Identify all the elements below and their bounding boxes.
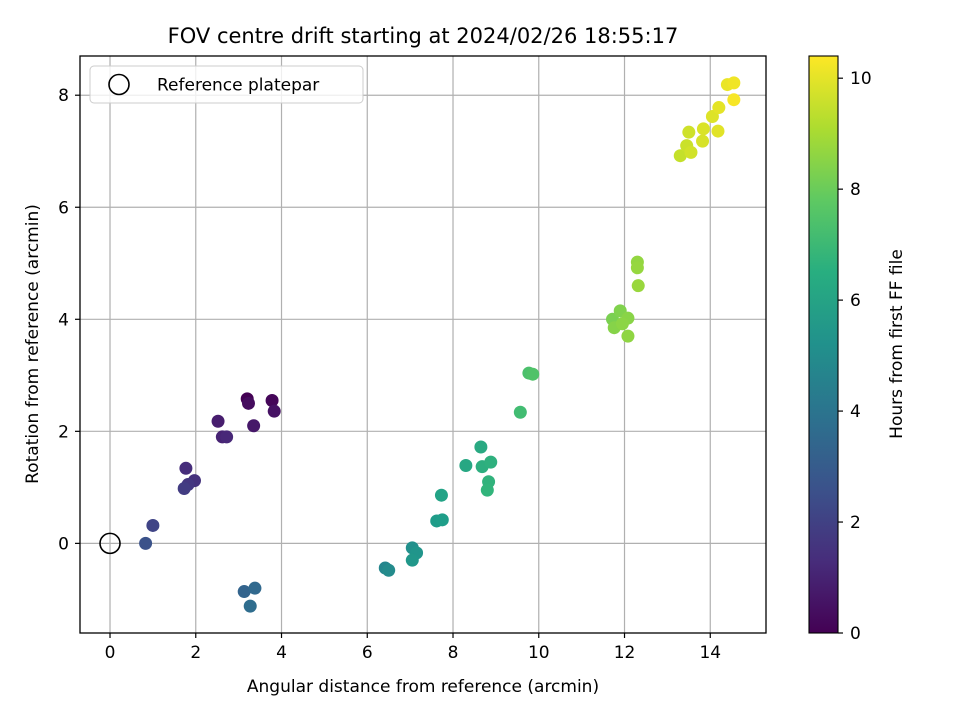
legend-entry-label: Reference platepar <box>157 76 319 96</box>
colorbar-tick-label: 10 <box>850 69 872 89</box>
scatter-point <box>630 261 644 275</box>
colorbar-tick-label: 6 <box>850 291 861 311</box>
colorbar-ticks: 0 2 4 6 8 10 <box>838 69 872 644</box>
scatter-point <box>673 149 687 163</box>
x-tick-label: 12 <box>614 643 636 663</box>
scatter-point <box>513 405 527 419</box>
scatter-point <box>459 459 473 473</box>
colorbar-tick-label: 0 <box>850 624 861 644</box>
scatter-point <box>382 563 396 577</box>
x-tick-label: 6 <box>362 643 373 663</box>
scatter-points <box>139 76 741 613</box>
scatter-point <box>267 404 281 418</box>
plot-frame <box>79 55 767 634</box>
scatter-point <box>484 455 498 469</box>
scatter-point <box>526 367 540 381</box>
scatter-point <box>480 483 494 497</box>
x-tick-label: 2 <box>190 643 201 663</box>
y-axis-ticks: 0 2 4 6 8 <box>58 86 80 554</box>
y-tick-label: 0 <box>58 534 69 554</box>
y-tick-label: 4 <box>58 310 69 330</box>
x-tick-label: 10 <box>528 643 550 663</box>
scatter-point <box>247 419 261 433</box>
scatter-point <box>220 430 234 444</box>
y-tick-label: 6 <box>58 198 69 218</box>
scatter-point <box>727 76 741 90</box>
scatter-point <box>435 513 449 527</box>
scatter-point <box>434 488 448 502</box>
scatter-point <box>705 110 719 124</box>
y-tick-label: 2 <box>58 422 69 442</box>
legend-marker-icon <box>108 73 130 96</box>
chart-title: FOV centre drift starting at 2024/02/26 … <box>168 24 679 48</box>
legend-box <box>89 65 364 104</box>
scatter-point <box>696 134 710 148</box>
scatter-point <box>248 581 262 595</box>
x-tick-label: 0 <box>105 643 116 663</box>
colorbar-tick-label: 2 <box>850 513 861 533</box>
scatter-point <box>621 329 635 343</box>
scatter-point <box>615 317 629 331</box>
x-tick-label: 14 <box>699 643 721 663</box>
x-axis-ticks: 0 2 4 6 8 10 12 14 <box>105 633 721 663</box>
scatter-point <box>712 101 726 115</box>
y-axis-label: Rotation from reference (arcmin) <box>23 204 43 484</box>
scatter-point <box>139 536 153 550</box>
scatter-point <box>696 122 710 136</box>
scatter-point <box>727 93 741 107</box>
scatter-point <box>243 599 257 613</box>
legend: Reference platepar <box>89 65 364 104</box>
scatter-point <box>211 414 225 428</box>
scatter-point <box>405 553 419 567</box>
reference-marker <box>99 532 121 555</box>
scatter-point <box>711 124 725 138</box>
scatter-point <box>682 125 696 139</box>
x-tick-label: 8 <box>448 643 459 663</box>
scatter-point <box>265 394 279 408</box>
colorbar: 0 2 4 6 8 10 Hours from first FF file <box>808 55 907 644</box>
scatter-point <box>474 440 488 454</box>
y-tick-label: 8 <box>58 86 69 106</box>
colorbar-tick-label: 4 <box>850 402 861 422</box>
grid-lines <box>80 56 766 633</box>
scatter-point <box>177 481 191 495</box>
x-axis-label: Angular distance from reference (arcmin) <box>247 677 599 697</box>
scatter-point <box>631 279 645 293</box>
colorbar-gradient <box>808 55 839 634</box>
scatter-point <box>684 145 698 159</box>
colorbar-label: Hours from first FF file <box>887 249 907 439</box>
scatter-point <box>179 461 193 475</box>
scatter-point <box>241 396 255 410</box>
scatter-point <box>146 518 160 532</box>
x-tick-label: 4 <box>276 643 287 663</box>
scatter-point <box>237 585 251 599</box>
colorbar-tick-label: 8 <box>850 180 861 200</box>
